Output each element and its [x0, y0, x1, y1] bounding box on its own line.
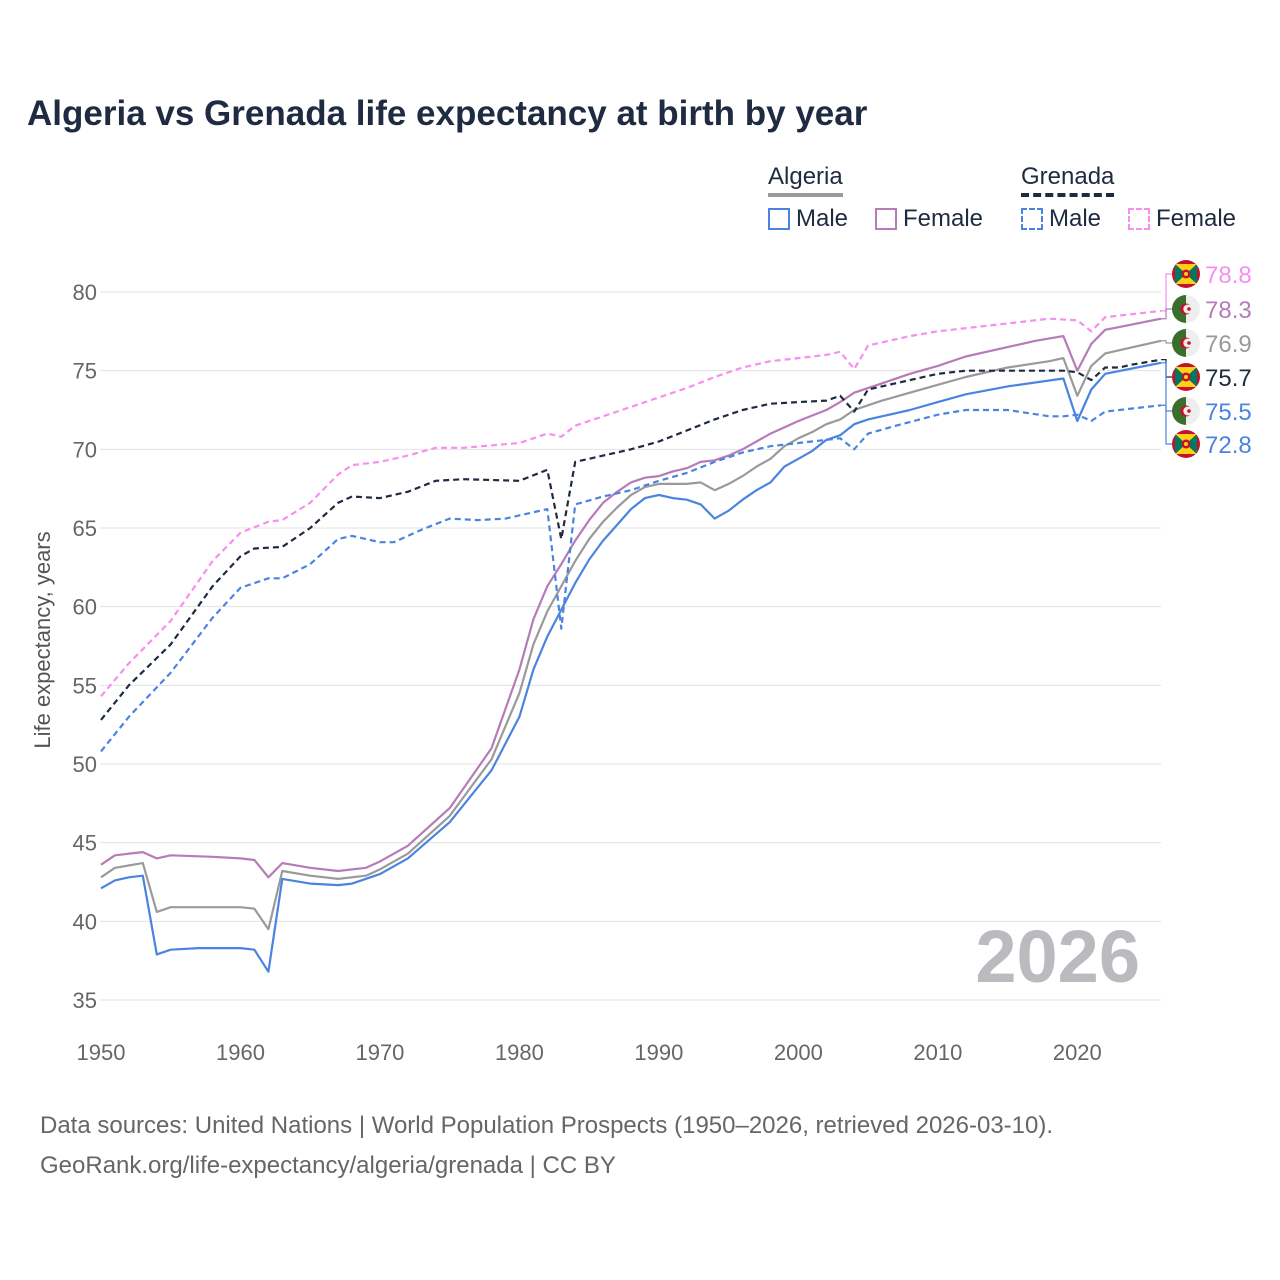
end-value-label: 76.9 — [1205, 331, 1252, 358]
flag-green-right — [1186, 367, 1197, 387]
flag-white-half — [1186, 295, 1200, 323]
flag-green-left — [1175, 434, 1186, 454]
x-tick-label: 1950 — [77, 1040, 126, 1065]
x-axis: 1950 1960 1970 1980 1990 2000 2010 2020 — [77, 1040, 1102, 1065]
x-tick-label: 1980 — [495, 1040, 544, 1065]
legend-swatch — [875, 208, 897, 230]
flag-clip — [1172, 430, 1200, 458]
x-tick-label: 2010 — [913, 1040, 962, 1065]
flag-white-half — [1186, 397, 1200, 425]
series-line-algeria-female — [100, 317, 1162, 879]
y-tick-label: 75 — [73, 359, 97, 384]
flag-yellow-bottom — [1175, 274, 1197, 284]
grenada-flag-icon — [1172, 430, 1200, 458]
flag-green-half — [1172, 329, 1186, 357]
legend-item-algeria-female[interactable]: Female — [875, 205, 983, 233]
series-line-algeria-male — [100, 361, 1162, 973]
flag-yellow-bottom — [1175, 377, 1197, 387]
flag-yellow-top — [1175, 434, 1197, 444]
flag-clip — [1172, 329, 1200, 357]
flag-clip — [1172, 363, 1200, 391]
y-axis-label: Life expectancy, years — [30, 531, 55, 748]
data-source-text: Data sources: United Nations | World Pop… — [40, 1112, 1054, 1139]
flag-star — [1187, 409, 1191, 413]
end-value-label: 78.3 — [1205, 297, 1252, 324]
legend-swatch — [1128, 208, 1150, 230]
legend-swatch — [768, 208, 790, 230]
flag-green-right — [1186, 264, 1197, 284]
end-value-label: 75.7 — [1205, 365, 1252, 392]
legend-label: Female — [903, 205, 984, 232]
footer: Data sources: United Nations | World Pop… — [40, 1106, 1053, 1186]
flag-star — [1184, 272, 1188, 276]
flag-white-half — [1186, 329, 1200, 357]
legend-swatch — [1021, 208, 1043, 230]
algeria-flag-icon — [1172, 329, 1200, 357]
label-connector — [1161, 340, 1172, 344]
algeria-flag-icon — [1172, 397, 1200, 425]
y-tick-label: 35 — [73, 988, 97, 1013]
end-value-label: 72.8 — [1205, 432, 1252, 459]
legend-label: Male — [796, 205, 849, 232]
algeria-flag-icon — [1172, 295, 1200, 323]
series-line-grenada-female — [100, 309, 1162, 698]
label-connector — [1161, 404, 1172, 445]
end-labels: 78.8 78.3 76.9 75.7 75.5 72.8 — [1161, 260, 1252, 459]
y-tick-label: 40 — [73, 909, 97, 934]
flag-clip — [1172, 295, 1200, 323]
legend-label: Female — [1156, 205, 1237, 232]
grenada-flag-icon — [1172, 260, 1200, 288]
flag-green-left — [1175, 367, 1186, 387]
flag-star — [1187, 341, 1191, 345]
series-line-algeria — [100, 339, 1162, 931]
chart-title: Algeria vs Grenada life expectancy at bi… — [27, 94, 868, 133]
flag-yellow-bottom — [1175, 444, 1197, 454]
legend-algeria-heading: Algeria — [768, 163, 843, 197]
flag-clip — [1172, 397, 1200, 425]
flag-star — [1184, 442, 1188, 446]
flag-green-half — [1172, 295, 1186, 323]
y-tick-label: 70 — [73, 437, 97, 462]
series-lines — [100, 309, 1162, 973]
legend-item-algeria-male[interactable]: Male — [768, 205, 848, 233]
x-tick-label: 2020 — [1053, 1040, 1102, 1065]
year-watermark: 2026 — [975, 915, 1140, 998]
y-tick-label: 60 — [73, 595, 97, 620]
legend-item-grenada-male[interactable]: Male — [1021, 205, 1101, 233]
flag-clip — [1172, 260, 1200, 288]
flag-yellow-top — [1175, 367, 1197, 377]
x-tick-label: 1970 — [355, 1040, 404, 1065]
legend-item-grenada-female[interactable]: Female — [1128, 205, 1236, 233]
y-tick-label: 50 — [73, 752, 97, 777]
grenada-flag-icon — [1172, 363, 1200, 391]
flag-green-right — [1186, 434, 1197, 454]
x-tick-label: 1990 — [634, 1040, 683, 1065]
series-line-grenada-male — [100, 404, 1162, 753]
label-connector — [1161, 308, 1172, 320]
flag-star — [1187, 307, 1191, 311]
label-connector — [1161, 273, 1172, 312]
x-tick-label: 1960 — [216, 1040, 265, 1065]
end-value-label: 75.5 — [1205, 399, 1252, 426]
y-tick-label: 45 — [73, 831, 97, 856]
x-tick-label: 2000 — [774, 1040, 823, 1065]
legend-label: Male — [1049, 205, 1102, 232]
flag-green-left — [1175, 264, 1186, 284]
label-connector — [1161, 362, 1172, 412]
end-value-label: 78.8 — [1205, 262, 1252, 289]
legend-grenada-heading: Grenada — [1021, 163, 1115, 197]
y-tick-label: 65 — [73, 516, 97, 541]
y-tick-label: 55 — [73, 673, 97, 698]
series-line-grenada — [100, 358, 1162, 721]
flag-green-half — [1172, 397, 1186, 425]
y-axis: 35 40 45 50 55 60 65 70 75 80 — [73, 280, 97, 1013]
y-tick-label: 80 — [73, 280, 97, 305]
source-link[interactable]: GeoRank.org/life-expectancy/algeria/gren… — [40, 1152, 616, 1179]
flag-star — [1184, 375, 1188, 379]
grid — [100, 291, 1161, 1001]
flag-yellow-top — [1175, 264, 1197, 274]
